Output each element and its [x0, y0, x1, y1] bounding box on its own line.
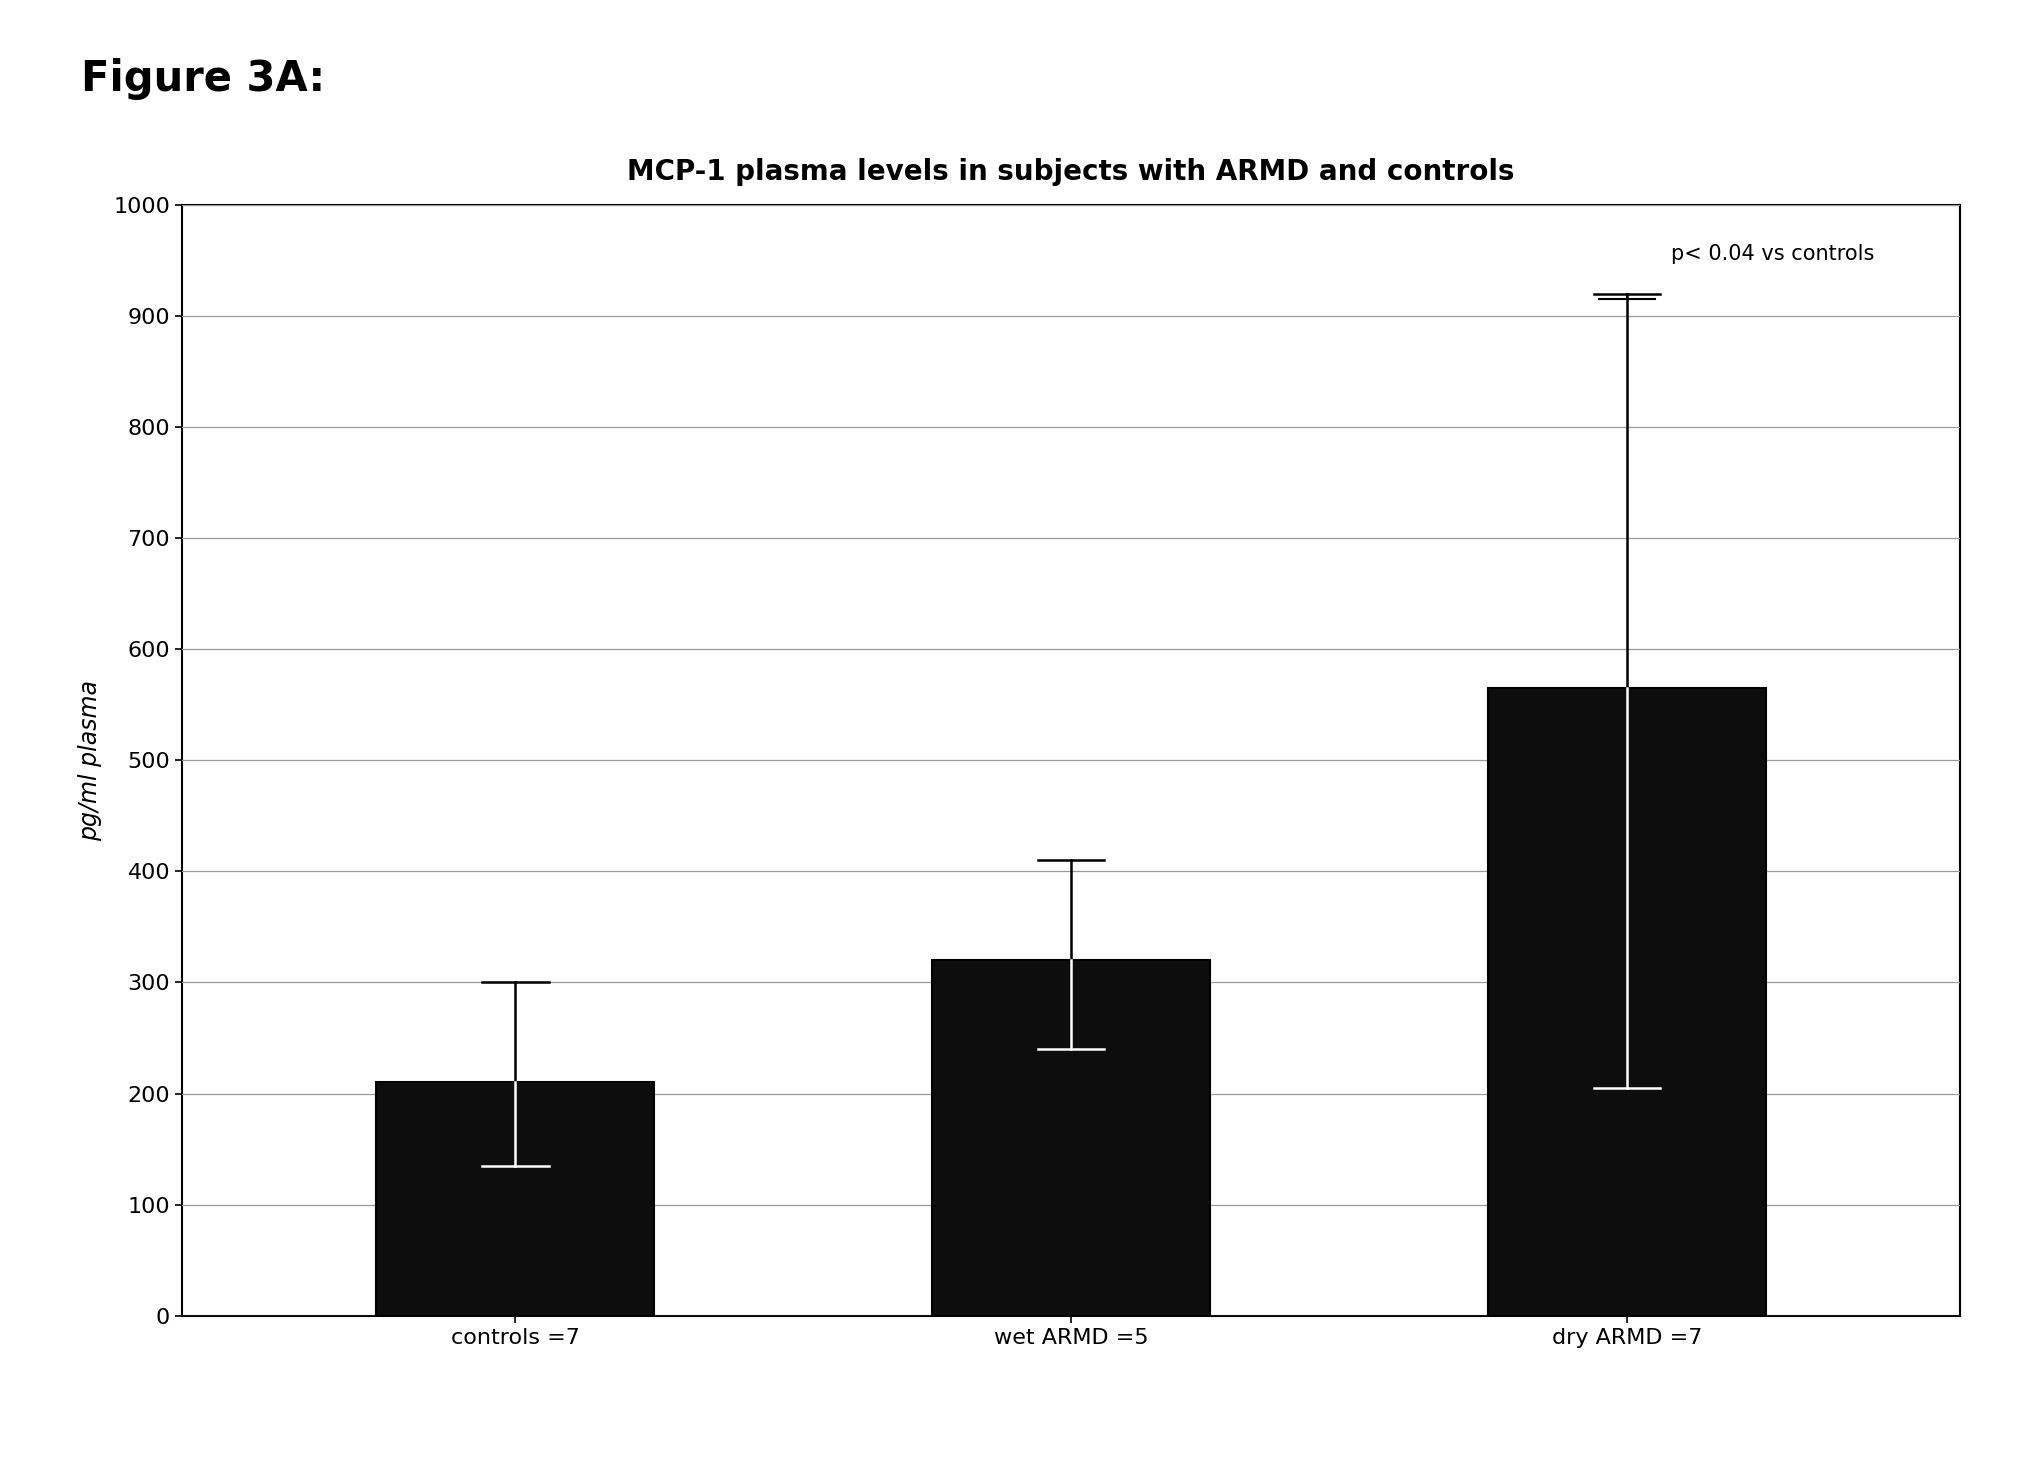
- Text: p< 0.04 vs controls: p< 0.04 vs controls: [1671, 244, 1875, 263]
- Text: Figure 3A:: Figure 3A:: [81, 58, 325, 101]
- Bar: [376, 1082, 655, 1316]
- Bar: [932, 961, 1211, 1316]
- Y-axis label: pg/ml plasma: pg/ml plasma: [79, 680, 103, 841]
- Title: MCP-1 plasma levels in subjects with ARMD and controls: MCP-1 plasma levels in subjects with ARM…: [627, 158, 1516, 186]
- Bar: [1487, 689, 1766, 1316]
